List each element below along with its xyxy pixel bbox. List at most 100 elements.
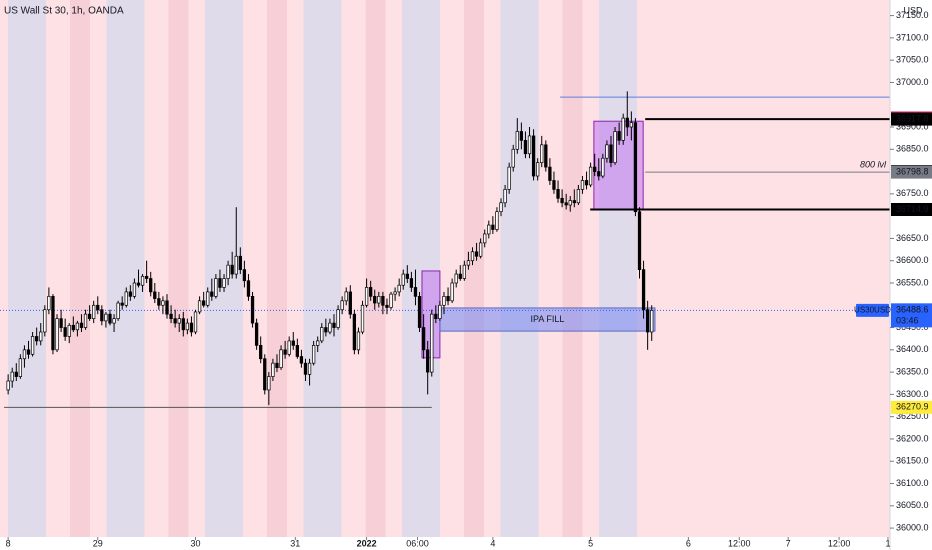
candle-body <box>226 264 230 279</box>
axes: 36000.0 36050.0 36100.0 36150.0 36200.0 36250… <box>6 10 932 548</box>
x-tick-label: 31 <box>290 538 300 548</box>
y-tick-label: 36200.0 <box>896 433 929 443</box>
candle-body <box>230 264 234 275</box>
candle-body <box>609 144 613 164</box>
candle-body <box>140 275 145 286</box>
candle-body <box>434 313 438 319</box>
last-price: 36488.6 <box>896 305 929 315</box>
candle-body <box>503 189 507 204</box>
candle-body <box>303 362 308 375</box>
candle-body <box>344 291 348 302</box>
candle-body <box>511 148 515 168</box>
candle-body <box>75 322 80 331</box>
candle-body <box>92 304 96 319</box>
candle-body <box>478 242 483 257</box>
y-tick-label: 37050.0 <box>896 55 929 65</box>
x-tick-label: 4 <box>490 538 495 548</box>
y-tick-label: 36000.0 <box>896 522 929 532</box>
candle-body <box>242 269 247 282</box>
candle-body <box>26 349 31 355</box>
plot-background <box>0 0 890 537</box>
candle-body <box>96 304 100 311</box>
zone-label: IPA FILL <box>531 314 565 324</box>
candle-body <box>601 157 605 177</box>
session-band <box>562 0 583 537</box>
candle-body <box>271 362 275 377</box>
session-band <box>303 0 342 537</box>
candle-body <box>364 287 369 306</box>
candle-body <box>55 318 59 351</box>
candle-body <box>157 298 161 306</box>
session-bands <box>8 0 637 537</box>
candle-body <box>14 371 18 377</box>
candle-body <box>218 278 222 288</box>
candle-body <box>275 362 279 369</box>
candle-body <box>132 282 137 297</box>
candle-body <box>320 327 324 342</box>
candle-body <box>161 300 165 306</box>
x-tick-label: 06:00 <box>406 538 429 548</box>
candle-body <box>515 131 519 150</box>
candle-body <box>389 293 393 308</box>
price-label: 36714.9 <box>896 204 929 214</box>
session-band <box>267 0 287 537</box>
x-tick-label: 8 <box>6 538 11 548</box>
y-tick-label: 36150.0 <box>896 456 929 466</box>
candle-body <box>442 296 446 306</box>
candle-body <box>621 117 625 141</box>
y-tick-label: 36100.0 <box>896 478 929 488</box>
price-label: 36798.8 <box>896 166 929 176</box>
candle-body <box>491 224 495 230</box>
candle-body <box>108 313 112 324</box>
candle-body <box>360 304 365 333</box>
candle-body <box>637 211 642 270</box>
time-axis <box>0 537 890 550</box>
price-label-box <box>891 202 932 216</box>
candle-body <box>613 131 617 164</box>
candle-body <box>641 269 646 311</box>
candle-body <box>576 189 581 204</box>
y-tick-label: 37100.0 <box>896 32 929 42</box>
candle-body <box>483 233 487 244</box>
y-tick-label: 36400.0 <box>896 344 929 354</box>
y-tick-label: 36650.0 <box>896 233 929 243</box>
chart-title: US Wall St 30, 1h, OANDA <box>4 6 124 17</box>
y-tick-label: 36350.0 <box>896 366 929 376</box>
candle-body <box>470 251 475 262</box>
candle-body <box>144 275 149 279</box>
candle-body <box>409 278 414 288</box>
price-axis <box>890 0 932 550</box>
candle-body <box>116 302 120 319</box>
candle-body <box>584 180 589 186</box>
candle-body <box>523 140 528 155</box>
candle-body <box>295 345 299 357</box>
session-band <box>168 0 189 537</box>
candle-body <box>633 122 638 213</box>
candle-body <box>466 260 471 266</box>
candle-body <box>356 331 361 351</box>
candle-body <box>30 336 35 355</box>
candle-body <box>369 287 373 297</box>
candle-body <box>572 200 576 204</box>
currency: USD <box>903 5 923 15</box>
candle-body <box>645 309 650 333</box>
candle-body <box>377 296 381 304</box>
candle-body <box>71 324 75 331</box>
candle-body <box>222 278 226 288</box>
candle-body <box>128 291 132 297</box>
x-tick-label: 1 <box>885 538 890 548</box>
candle-body <box>316 340 320 346</box>
session-band <box>402 0 440 537</box>
candle-body <box>83 313 88 328</box>
candle-body <box>299 356 304 364</box>
price-label: 36917.8 <box>896 113 929 123</box>
candle-body <box>22 349 27 360</box>
candle-body <box>234 255 238 275</box>
candle-body <box>580 180 585 190</box>
candle-body <box>426 349 430 373</box>
candle-body <box>254 322 259 346</box>
candle-body <box>149 278 153 293</box>
candle-body <box>544 144 548 168</box>
candle-body <box>197 300 202 313</box>
